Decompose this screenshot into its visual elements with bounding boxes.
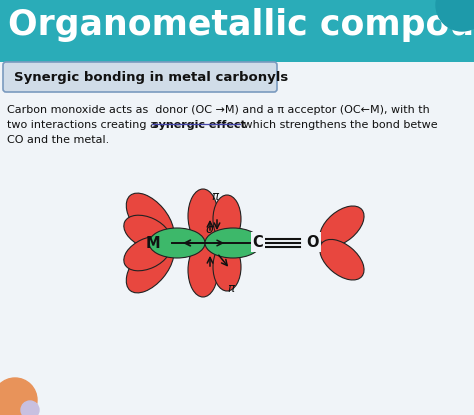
Text: π: π (228, 281, 235, 295)
Ellipse shape (320, 239, 364, 280)
Ellipse shape (213, 195, 241, 243)
Ellipse shape (126, 193, 174, 245)
Ellipse shape (188, 189, 218, 243)
Ellipse shape (320, 206, 364, 247)
Text: Synergic bonding in metal carbonyls: Synergic bonding in metal carbonyls (14, 71, 288, 83)
FancyBboxPatch shape (3, 62, 277, 92)
Ellipse shape (205, 228, 261, 258)
Ellipse shape (149, 228, 205, 258)
Circle shape (436, 0, 474, 31)
Text: which strengthens the bond betwe: which strengthens the bond betwe (240, 120, 438, 130)
FancyBboxPatch shape (0, 0, 474, 62)
Ellipse shape (124, 237, 171, 271)
Text: M: M (146, 235, 160, 251)
Text: π: π (211, 190, 219, 203)
Ellipse shape (126, 241, 174, 293)
Ellipse shape (188, 243, 218, 297)
Text: Organometallic compounds: Organometallic compounds (8, 8, 474, 42)
Circle shape (21, 401, 39, 415)
Text: synergic effect: synergic effect (152, 120, 246, 130)
Text: Carbon monoxide acts as  donor (OC →M) and a π acceptor (OC←M), with th: Carbon monoxide acts as donor (OC →M) an… (7, 105, 430, 115)
Text: C: C (253, 234, 264, 249)
Ellipse shape (124, 215, 171, 250)
Ellipse shape (213, 243, 241, 291)
Text: two interactions creating a: two interactions creating a (7, 120, 160, 130)
Text: CO and the metal.: CO and the metal. (7, 135, 109, 145)
Circle shape (0, 378, 37, 415)
Text: O: O (306, 234, 319, 249)
Text: σ: σ (206, 222, 214, 235)
